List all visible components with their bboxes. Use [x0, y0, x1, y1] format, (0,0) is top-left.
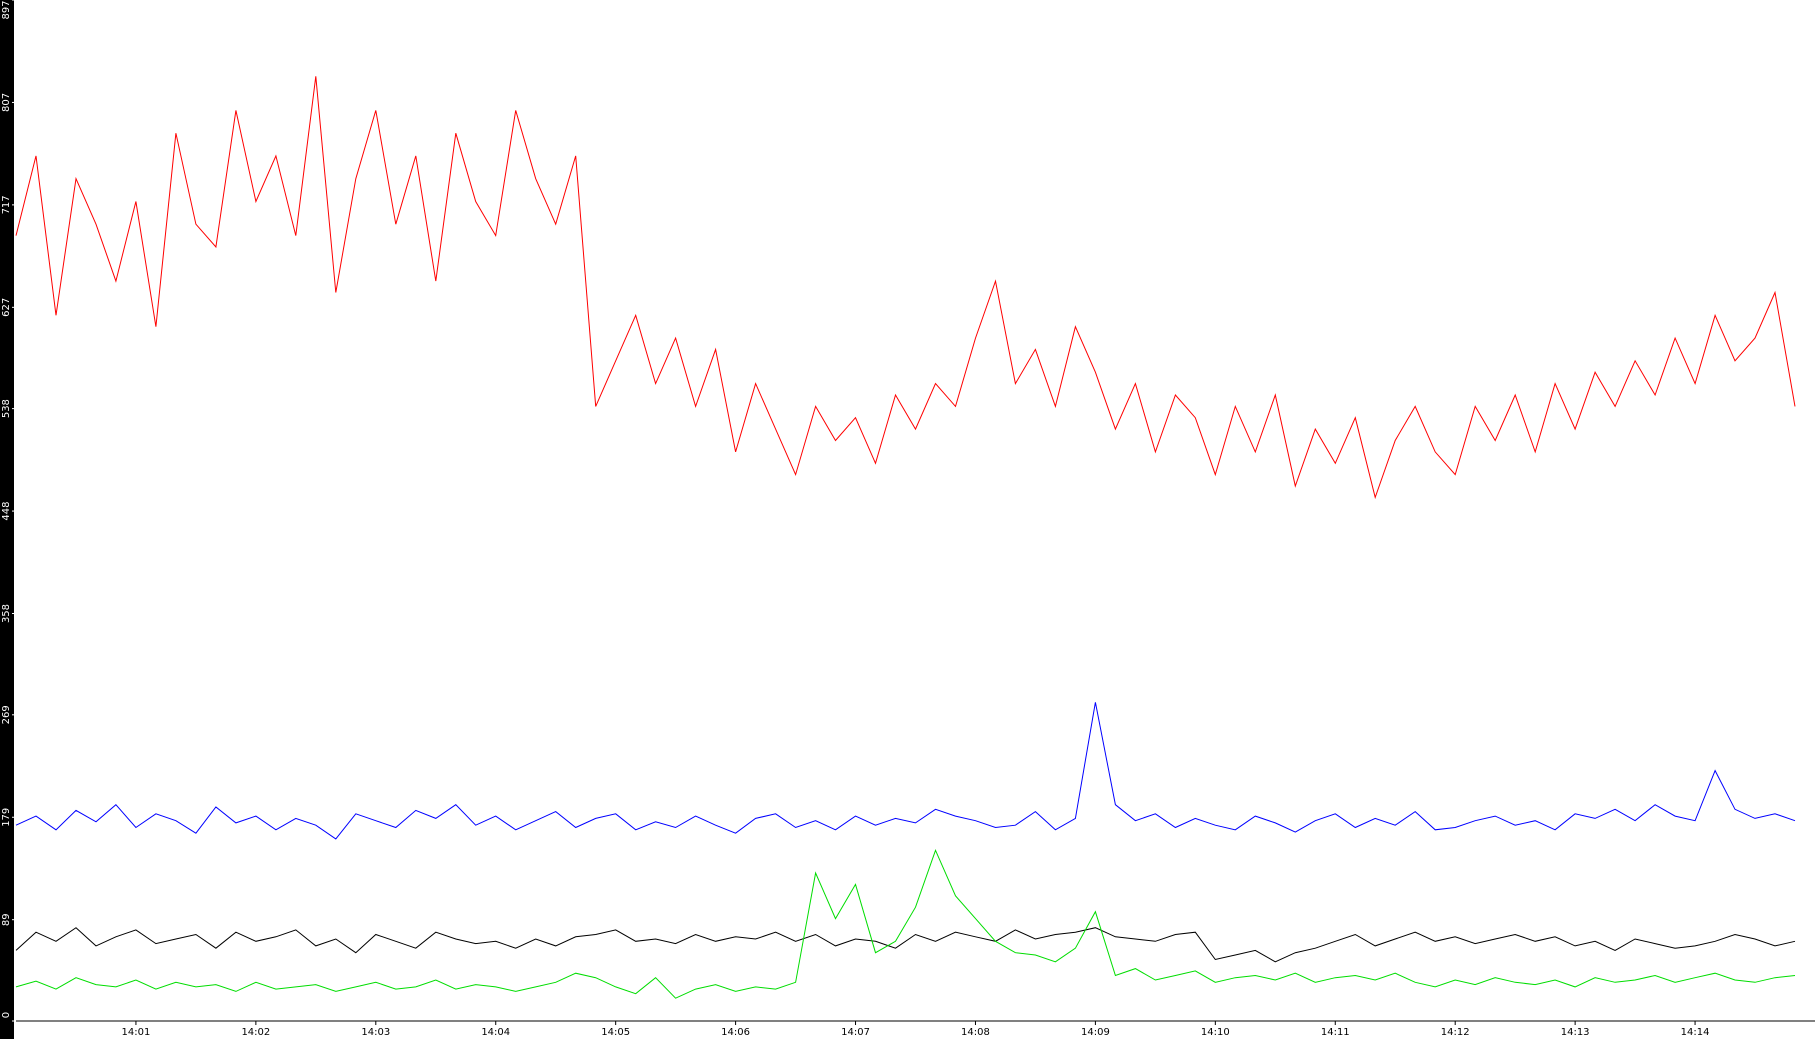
x-tick-label: 14:02 [241, 1027, 270, 1038]
x-tick-label: 14:03 [361, 1027, 390, 1038]
x-tick-label: 14:14 [1681, 1027, 1710, 1038]
x-tick-label: 14:06 [721, 1027, 750, 1038]
y-tick-label: 538 [1, 399, 12, 418]
y-tick-label: 179 [1, 808, 12, 827]
y-tick-label: 448 [1, 502, 12, 521]
y-tick-label: 897 [1, 0, 12, 19]
series-line [15, 848, 1796, 999]
y-tick-label: 717 [1, 195, 12, 214]
y-tick-label: 269 [1, 705, 12, 724]
series-line [15, 702, 1796, 840]
y-tick-label: 0 [1, 1012, 12, 1018]
y-tick-label: 89 [1, 913, 12, 926]
x-tick-label: 14:12 [1441, 1027, 1470, 1038]
x-tick-label: 14:07 [841, 1027, 870, 1038]
x-tick-label: 14:05 [601, 1027, 630, 1038]
y-tick-label: 807 [1, 93, 12, 112]
series-line [15, 927, 1796, 963]
x-tick-label: 14:11 [1321, 1027, 1350, 1038]
series-line [15, 76, 1796, 500]
y-tick-label: 627 [1, 298, 12, 317]
x-tick-label: 14:13 [1561, 1027, 1590, 1038]
y-axis-bar [0, 0, 14, 1039]
x-tick-label: 14:04 [481, 1027, 510, 1038]
x-tick-label: 14:08 [961, 1027, 990, 1038]
x-tick-label: 14:01 [122, 1027, 151, 1038]
x-tick-label: 14:10 [1201, 1027, 1230, 1038]
y-tick-label: 358 [1, 604, 12, 623]
x-tick-label: 14:09 [1081, 1027, 1110, 1038]
